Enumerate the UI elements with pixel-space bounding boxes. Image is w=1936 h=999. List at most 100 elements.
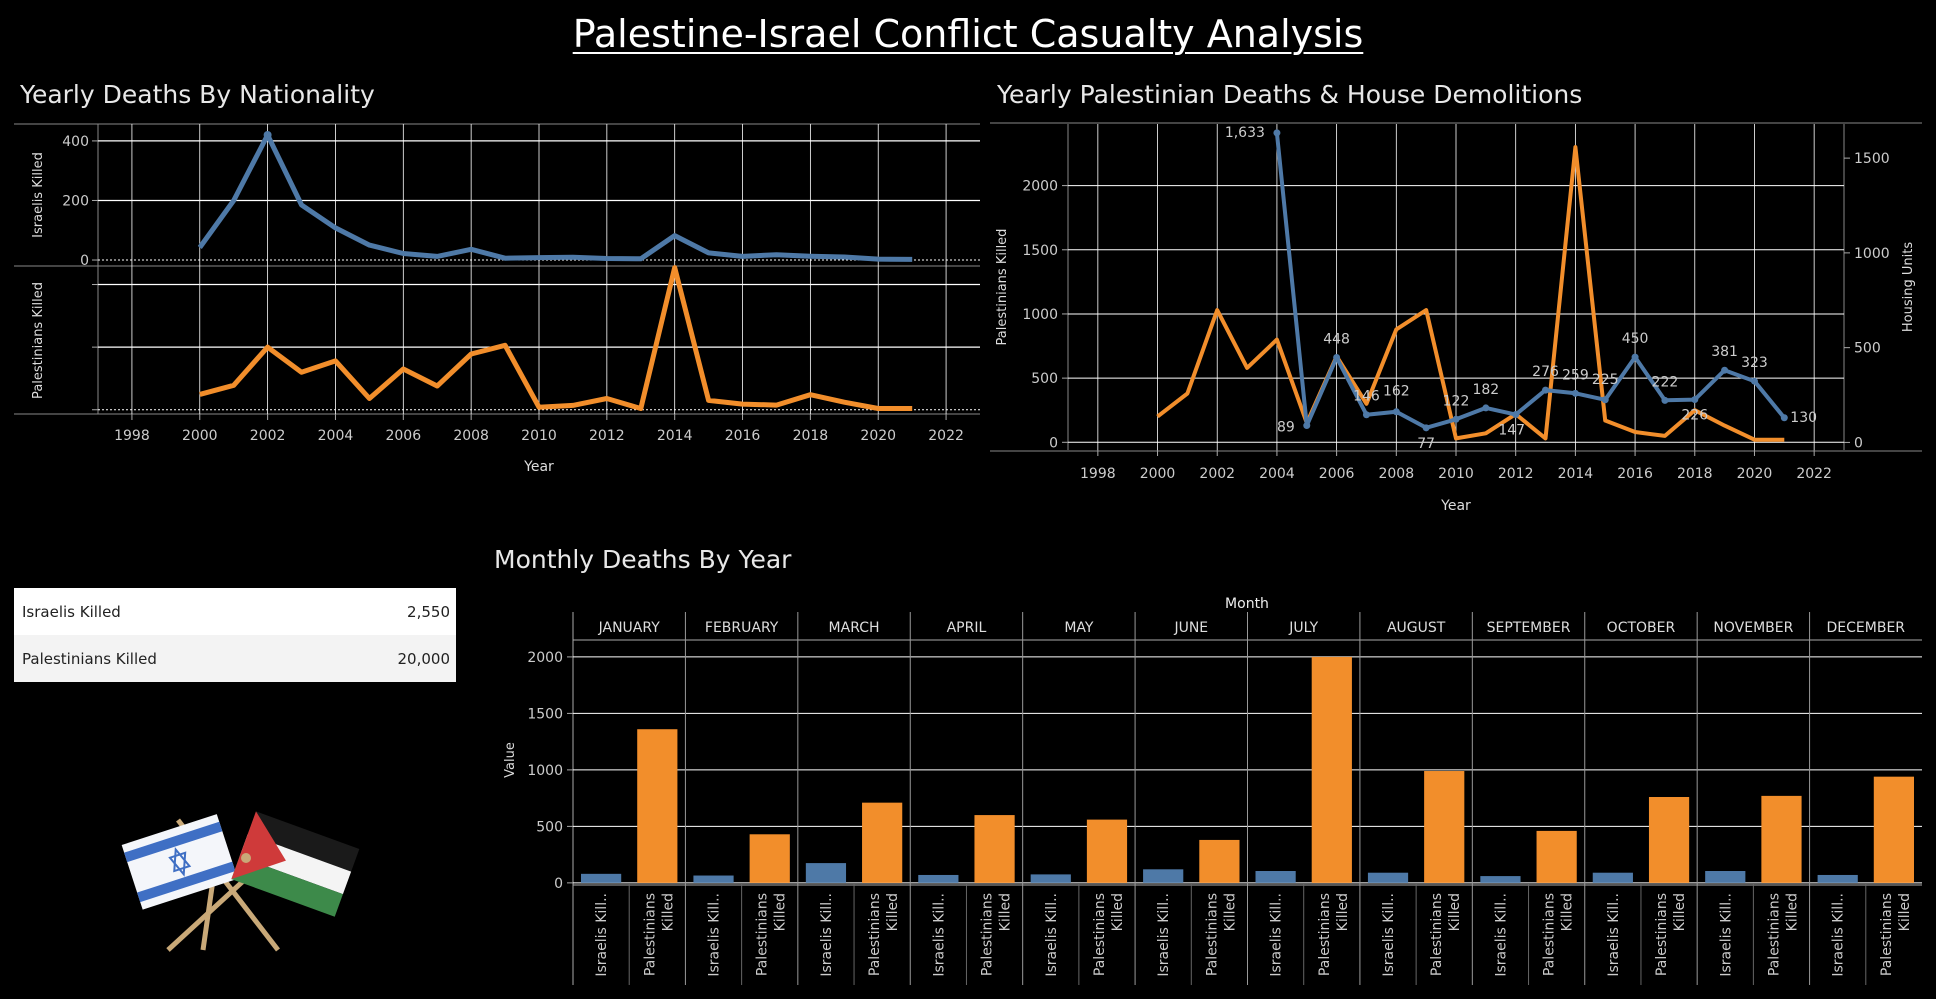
- x-tick-label: 2016: [725, 428, 761, 444]
- x-tick-label: 1998: [1080, 466, 1116, 482]
- data-point: [1601, 396, 1609, 404]
- month-header: JULY: [1288, 620, 1318, 636]
- x-axis-label: Year: [1440, 498, 1471, 514]
- y-tick-label: 1000: [527, 763, 563, 779]
- chart1-title: Yearly Deaths By Nationality: [20, 80, 375, 109]
- x-tick-label: Palestinians: [1429, 893, 1445, 976]
- y-tick-label-right: 1500: [1854, 151, 1890, 167]
- bar-palestinians: [1873, 776, 1914, 883]
- x-tick-label: Killed: [998, 893, 1014, 931]
- data-point: [1333, 354, 1341, 362]
- x-tick-label: Killed: [1672, 893, 1688, 931]
- column-header: Month: [1225, 596, 1269, 612]
- month-header: AUGUST: [1387, 620, 1446, 636]
- data-point: [1571, 389, 1579, 397]
- data-point: [1422, 424, 1430, 432]
- bar-israelis: [693, 875, 734, 883]
- x-tick-label: Palestinians: [1092, 893, 1108, 976]
- x-tick-label: 2022: [928, 428, 964, 444]
- x-tick-label: 2018: [793, 428, 829, 444]
- x-tick-label: Israelis Kill..: [1381, 893, 1397, 977]
- month-header: JANUARY: [598, 620, 661, 636]
- y-tick-label: 0: [1049, 435, 1058, 451]
- dashboard-title: Palestine-Israel Conflict Casualty Analy…: [572, 12, 1364, 56]
- x-tick-label: Killed: [1560, 893, 1576, 931]
- data-point: [1750, 377, 1758, 385]
- data-point: [263, 130, 272, 139]
- data-label: 1,633: [1225, 125, 1265, 141]
- x-tick-label: 2012: [589, 428, 625, 444]
- bar-palestinians: [1536, 830, 1577, 883]
- x-tick-label: Killed: [660, 893, 676, 931]
- crossed-flags-icon: [121, 811, 360, 952]
- data-label: 225: [1592, 372, 1619, 388]
- y-tick-label-right: 0: [1854, 435, 1863, 451]
- data-label: 448: [1323, 332, 1350, 348]
- bar-palestinians: [637, 729, 678, 883]
- bar-israelis: [581, 873, 622, 883]
- kpi-label: Israelis Killed: [22, 588, 206, 635]
- y-tick-label: 0: [554, 876, 563, 892]
- kpi-row-israelis: Israelis Killed 2,550: [14, 588, 456, 635]
- x-tick-label: Israelis Kill..: [931, 893, 947, 977]
- x-tick-label: 2022: [1796, 466, 1832, 482]
- x-tick-label: Palestinians: [980, 893, 996, 976]
- month-header: APRIL: [947, 620, 987, 636]
- month-header: MAY: [1064, 620, 1094, 636]
- series-line-israelis: [197, 132, 913, 262]
- x-tick-label: 2002: [250, 428, 286, 444]
- x-tick-label: Israelis Kill..: [1269, 893, 1285, 977]
- x-tick-label: Killed: [885, 893, 901, 931]
- y-tick-label: 400: [62, 134, 89, 150]
- month-header: DECEMBER: [1827, 620, 1906, 636]
- x-tick-label: Israelis Kill..: [1718, 893, 1734, 977]
- data-label: 226: [1681, 408, 1708, 424]
- x-tick-label: 2018: [1677, 466, 1713, 482]
- data-label: 122: [1443, 393, 1470, 409]
- data-point: [1303, 422, 1311, 430]
- x-tick-label: 2008: [453, 428, 489, 444]
- data-label: 146: [1353, 389, 1380, 405]
- y-tick-label: 0: [80, 253, 89, 269]
- bar-palestinians: [1648, 797, 1690, 883]
- data-point: [1273, 129, 1281, 137]
- kpi-value: 20,000: [397, 649, 451, 668]
- x-tick-label: 2010: [1438, 466, 1474, 482]
- data-label: 130: [1790, 410, 1817, 426]
- x-tick-label: 2006: [385, 428, 421, 444]
- x-tick-label: 2010: [521, 428, 557, 444]
- y-tick-label: 1000: [1022, 307, 1058, 323]
- month-header: JUNE: [1173, 620, 1208, 636]
- data-point: [1362, 411, 1370, 419]
- month-header: FEBRUARY: [705, 620, 779, 636]
- y-tick-label: 500: [1031, 371, 1058, 387]
- x-tick-label: Killed: [1335, 893, 1351, 931]
- data-label: 222: [1652, 374, 1679, 390]
- bar-palestinians: [1086, 819, 1128, 883]
- x-tick-label: Israelis Kill..: [819, 893, 835, 977]
- x-tick-label: 1998: [114, 428, 150, 444]
- bar-israelis: [1255, 871, 1296, 883]
- x-tick-label: 2006: [1319, 466, 1355, 482]
- x-tick-label: Palestinians: [1766, 893, 1782, 976]
- kpi-value: 2,550: [407, 602, 450, 621]
- bar-palestinians: [1311, 656, 1352, 883]
- bar-israelis: [1480, 876, 1521, 883]
- series-line-palestinians: [199, 265, 913, 411]
- x-tick-label: Israelis Kill..: [1606, 893, 1622, 977]
- month-header: OCTOBER: [1607, 620, 1676, 636]
- y-tick-label: 500: [536, 819, 563, 835]
- x-tick-label: Palestinians: [1654, 893, 1670, 976]
- bar-israelis: [1143, 869, 1184, 883]
- x-tick-label: Killed: [773, 893, 789, 931]
- kpi-table: Israelis Killed 2,550 Palestinians Kille…: [14, 588, 456, 682]
- bar-israelis: [1705, 871, 1746, 883]
- data-label: 323: [1741, 355, 1768, 371]
- x-tick-label: 2008: [1378, 466, 1414, 482]
- data-label: 147: [1498, 423, 1525, 439]
- data-label: 381: [1711, 344, 1738, 360]
- y-tick-label: 1500: [527, 706, 563, 722]
- y-tick-label-right: 500: [1854, 341, 1881, 357]
- y-axis-label: Value: [503, 742, 518, 778]
- series-line-palestinians-killed: [1156, 145, 1785, 442]
